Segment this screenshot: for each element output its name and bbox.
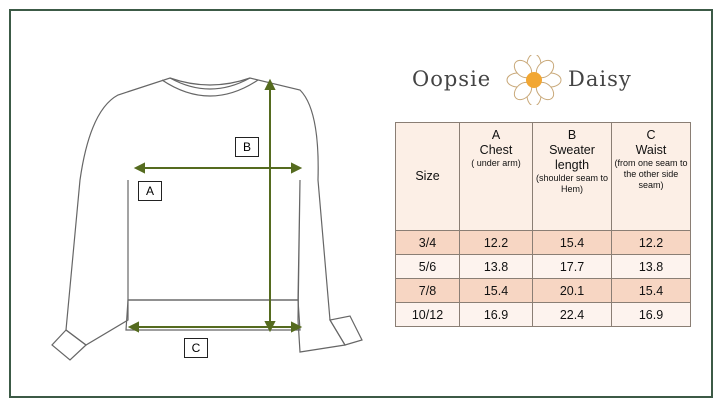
brand-name-right: Daisy (568, 67, 632, 91)
image-frame (9, 9, 713, 398)
header-size: Size (395, 122, 460, 231)
header-letter: C (646, 128, 656, 142)
table-row: 7/8 15.4 20.1 15.4 (395, 278, 691, 303)
right-cuff (329, 315, 363, 346)
header-waist: C Waist (from one seam to the other side s… (611, 122, 691, 231)
cell-size: 5/6 (395, 254, 460, 279)
table-row: 10/12 16.9 22.4 16.9 (395, 302, 691, 327)
header-letter: A (491, 128, 501, 142)
cell-length: 17.7 (532, 254, 612, 279)
cell-length: 22.4 (532, 302, 612, 327)
header-letter: B (567, 128, 577, 142)
cell-chest: 13.8 (459, 254, 533, 279)
header-row: Size A Chest( under arm) B Sweater length(… (395, 122, 691, 231)
cell-size: 10/12 (395, 302, 460, 327)
header-note: (shoulder seam to Hem) (535, 173, 609, 194)
daisy-icon (506, 55, 562, 105)
label-c: C (184, 338, 208, 358)
cell-waist: 15.4 (611, 278, 691, 303)
header-title: Waist (635, 143, 667, 157)
left-cuff (51, 329, 87, 361)
brand-name-left: Oopsie (412, 67, 492, 91)
cell-chest: 15.4 (459, 278, 533, 303)
cell-length: 15.4 (532, 230, 612, 255)
hem-band (125, 299, 301, 331)
table-row: 3/4 12.2 15.4 12.2 (395, 230, 691, 255)
label-b: B (235, 137, 259, 157)
cell-chest: 12.2 (459, 230, 533, 255)
header-title: Sweater length (549, 143, 595, 172)
cell-size: 3/4 (395, 230, 460, 255)
header-title: Size (415, 169, 440, 183)
cell-size: 7/8 (395, 278, 460, 303)
header-note: (from one seam to the other side seam) (614, 158, 688, 190)
header-note: ( under arm) (471, 158, 521, 168)
header-length: B Sweater length (shoulder seam to Hem) (532, 122, 612, 231)
sweater-body (65, 77, 346, 353)
cell-waist: 12.2 (611, 230, 691, 255)
table-row: 5/6 13.8 17.7 13.8 (395, 254, 691, 279)
label-a: A (138, 181, 162, 201)
cell-chest: 16.9 (459, 302, 533, 327)
cell-length: 20.1 (532, 278, 612, 303)
header-title: Chest (479, 143, 513, 157)
header-chest: A Chest( under arm) (459, 122, 533, 231)
brand-logo: Oopsie Daisy (412, 55, 652, 105)
size-chart-table: Size A Chest( under arm) B Sweater length(… (395, 122, 691, 327)
collar (161, 77, 259, 97)
cell-waist: 13.8 (611, 254, 691, 279)
cell-waist: 16.9 (611, 302, 691, 327)
